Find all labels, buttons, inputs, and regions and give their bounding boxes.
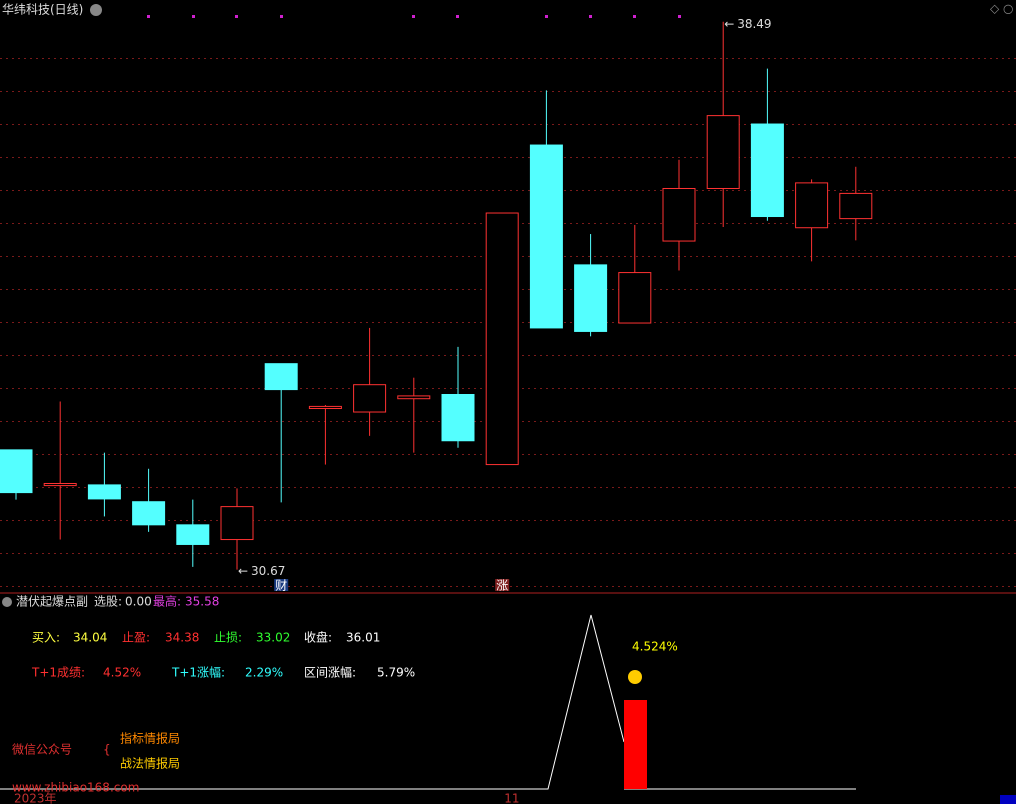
candle-body	[264, 363, 298, 391]
candle-body	[87, 484, 121, 500]
event-marker: 财	[275, 579, 287, 593]
max-label: 38.49	[737, 17, 771, 31]
stat-value: 34.04	[73, 631, 107, 645]
candle-body	[308, 405, 342, 410]
event-badge	[274, 579, 289, 591]
indicator-bar	[624, 700, 647, 789]
arrow: ←	[238, 564, 248, 578]
scroll[interactable]	[1000, 795, 1016, 804]
candle-body	[706, 115, 740, 189]
candle-body	[574, 264, 608, 332]
stat-value: 33.02	[256, 631, 290, 645]
candle-body	[220, 506, 254, 541]
smiley	[628, 670, 642, 684]
stat-value: 34.38	[165, 631, 199, 645]
window-icon[interactable]: ◇ ○	[990, 2, 1014, 16]
stat-value: 4.52%	[103, 666, 141, 680]
select-value: 0.00	[125, 595, 152, 609]
stat-label: 区间涨幅:	[304, 665, 356, 680]
watermark: 指标情报局	[120, 731, 180, 746]
candle-body	[662, 187, 696, 242]
dropdown[interactable]	[2, 597, 12, 607]
chart-title: 华纬科技(日线)	[2, 3, 83, 17]
min-label: 30.67	[251, 564, 285, 578]
watermark: 微信公众号	[12, 743, 72, 757]
max-label: 最高:	[153, 594, 181, 609]
candle-body	[441, 394, 475, 442]
top-dots	[147, 15, 681, 18]
stat-label: T+1涨幅:	[171, 665, 225, 680]
stat-value: 36.01	[346, 631, 380, 645]
stat-label: 止损:	[214, 631, 242, 645]
bar-label: 4.524%	[632, 640, 678, 654]
stat-label: 收盘:	[304, 630, 332, 645]
indicator-name: 潜伏起爆点副	[16, 595, 88, 609]
candle-body	[397, 395, 431, 400]
candle-body	[43, 482, 77, 487]
indicator-line	[0, 614, 625, 790]
candle-body	[839, 192, 873, 220]
watermark: 战法情报局	[120, 756, 180, 771]
candle-body	[618, 272, 652, 324]
dropdown[interactable]	[90, 4, 102, 16]
candle-body	[485, 212, 519, 466]
event-badge	[495, 579, 510, 591]
select-label: 选股:	[94, 595, 122, 609]
x-tick-label: 2023年	[14, 792, 57, 804]
candle-body	[132, 501, 166, 526]
stat-value: 5.79%	[377, 666, 415, 680]
candle-body	[529, 144, 563, 329]
stat-label: T+1成绩:	[31, 666, 85, 680]
candle-body	[176, 524, 210, 545]
candle-body	[795, 182, 829, 229]
x-tick-label: 11	[504, 792, 519, 804]
candle-body	[353, 384, 387, 413]
stat-label: 买入:	[32, 631, 60, 645]
event-marker: 涨	[496, 578, 508, 593]
watermark-url: www.zhibiao168.com	[12, 781, 139, 795]
arrow: ←	[724, 17, 734, 31]
candle-body	[0, 449, 33, 494]
stat-value: 2.29%	[245, 666, 283, 680]
stat-label: 止盈:	[122, 631, 150, 645]
brace: {	[103, 743, 111, 757]
candle-body	[750, 123, 784, 218]
max-value: 35.58	[185, 595, 219, 609]
